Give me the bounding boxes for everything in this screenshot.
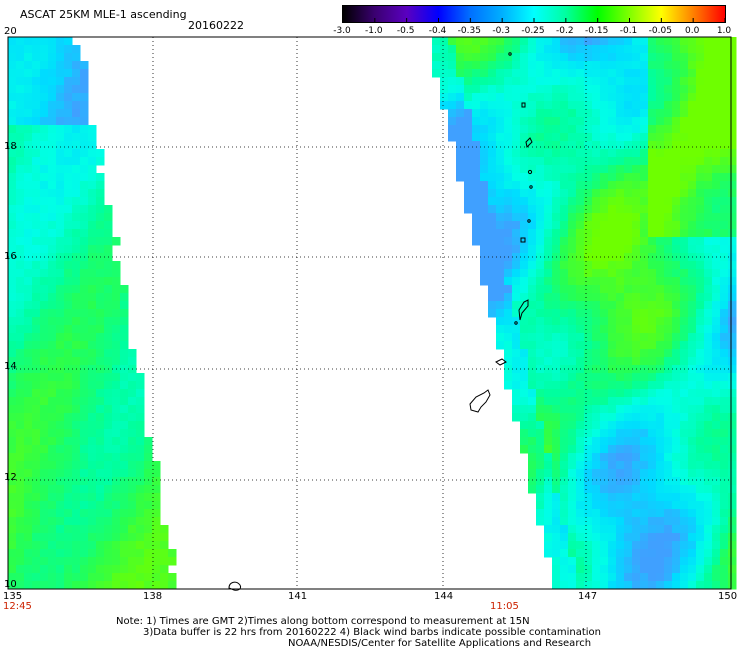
note-line-1: Note: 1) Times are GMT 2)Times along bot… bbox=[116, 616, 530, 627]
lat-label-12: 12 bbox=[4, 472, 17, 483]
lon-label-138: 138 bbox=[143, 591, 163, 602]
map-frame bbox=[7, 36, 732, 590]
map-title: ASCAT 25KM MLE-1 ascending bbox=[20, 8, 187, 21]
color-scale-label: -0.4 bbox=[428, 26, 447, 36]
color-scale-label: 0.0 bbox=[684, 26, 700, 36]
lon-label-144: 144 bbox=[434, 591, 454, 602]
lon-label-141: 141 bbox=[288, 591, 308, 602]
lat-label-14: 14 bbox=[4, 361, 17, 372]
graticule bbox=[8, 37, 731, 589]
color-scale-label: 1.0 bbox=[716, 26, 732, 36]
swath-time-left: 12:45 bbox=[3, 601, 32, 612]
color-scale-label: -0.25 bbox=[521, 26, 545, 36]
color-scale-label: -0.2 bbox=[556, 26, 574, 36]
color-scale-label: -0.1 bbox=[619, 26, 638, 36]
color-scale-label: -0.05 bbox=[648, 26, 672, 36]
color-scale-label: -0.35 bbox=[457, 26, 481, 36]
lat-label-18: 18 bbox=[4, 141, 17, 152]
lat-label-10: 10 bbox=[4, 579, 17, 590]
lat-label-20: 20 bbox=[4, 26, 17, 37]
color-scale-label: -1.0 bbox=[365, 26, 383, 36]
color-scale-bar bbox=[342, 5, 726, 23]
note-line-3: NOAA/NESDIS/Center for Satellite Applica… bbox=[288, 638, 592, 649]
lon-label-150: 150 bbox=[718, 591, 738, 602]
island-outlines bbox=[228, 52, 533, 591]
left-swath bbox=[8, 37, 177, 590]
map-date: 20160222 bbox=[188, 19, 244, 32]
color-scale-label: -0.15 bbox=[585, 26, 609, 36]
swath-time-right: 11:05 bbox=[490, 601, 519, 612]
color-scale-label: -0.3 bbox=[492, 26, 510, 36]
color-scale-label: -0.5 bbox=[396, 26, 415, 36]
lon-label-147: 147 bbox=[578, 591, 598, 602]
lat-label-16: 16 bbox=[4, 251, 17, 262]
lon-label-135: 135 bbox=[3, 591, 23, 602]
right-swath bbox=[432, 37, 737, 590]
color-scale-label: -3.0 bbox=[333, 26, 351, 36]
note-line-2: 3)Data buffer is 22 hrs from 20160222 4)… bbox=[143, 627, 601, 638]
